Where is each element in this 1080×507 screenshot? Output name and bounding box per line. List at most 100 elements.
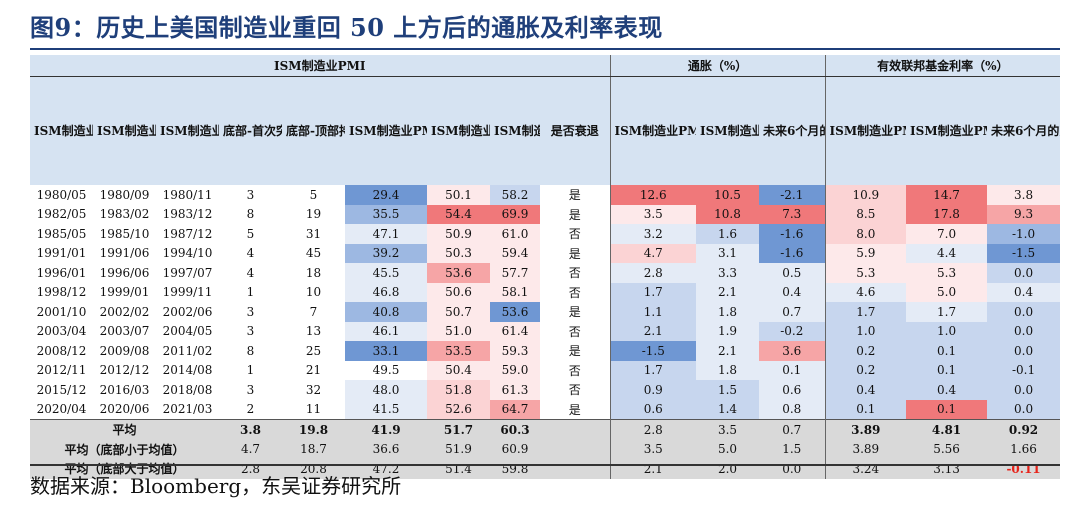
table-cell: 1.8 [696, 360, 760, 380]
table-cell: 5.3 [825, 263, 907, 283]
table-cell: 2.1 [610, 321, 697, 341]
group-rate: 有效联邦基金利率（%） [825, 55, 1061, 77]
table-cell: 61.3 [490, 380, 540, 400]
table-cell: 2.8 [610, 263, 697, 283]
table-cell: 0.1 [759, 360, 826, 380]
group-inflation: 通胀（%） [610, 55, 826, 77]
table-cell: 0.0 [987, 380, 1061, 400]
table-cell: 0.0 [987, 321, 1061, 341]
table-cell: 1 [246, 285, 255, 300]
average-row: 平均 3.8 19.8 41.9 51.7 60.3 2.8 3.5 0.7 3.89 4.81 0.… [30, 419, 1061, 440]
table-cell: -1.0 [987, 224, 1061, 244]
title-rule [30, 48, 1060, 50]
table-cell: 21 [305, 363, 322, 378]
table-row: 1982/05 1983/02 1983/12 8 19 35.5 54.4 69.9 是 3.5… [30, 204, 1061, 224]
table-body: 1980/05 1980/09 1980/11 3 5 29.4 50.1 58.2 是 12.6… [30, 185, 1061, 479]
average-cell: 3.89 [825, 439, 907, 459]
table-row: 2003/04 2003/07 2004/05 3 13 46.1 51.0 61.4 否 2.1… [30, 321, 1061, 341]
table-cell: 1996/06 [99, 265, 150, 280]
table-cell: 3 [246, 382, 255, 397]
table-cell: 1983/12 [162, 207, 213, 222]
table-cell: -0.1 [987, 360, 1061, 380]
average-cell: 19.8 [282, 419, 345, 440]
table-cell: 1980/05 [36, 187, 87, 202]
table-cell: 1.6 [696, 224, 760, 244]
table-cell: 17.8 [906, 204, 988, 224]
table-cell: 19 [305, 207, 322, 222]
average-cell: 0.92 [987, 419, 1061, 440]
table-cell: 48.0 [345, 380, 427, 400]
table-cell: 9.3 [987, 204, 1061, 224]
table-cell: 是 [540, 243, 611, 263]
table-cell: 2001/10 [36, 304, 87, 319]
average-cell: 2.1 [610, 459, 697, 479]
table-cell: 0.2 [825, 341, 907, 361]
column-header-11: ISM制造业PMI首次突破50后6个月的CPI [696, 76, 760, 185]
table-cell: 0.0 [987, 263, 1061, 283]
table-cell: 5 [246, 226, 255, 241]
table-cell: 2020/06 [99, 402, 150, 417]
table-cell: 61.4 [490, 321, 540, 341]
average-cell: 60.9 [490, 439, 540, 459]
table-cell: 2.1 [696, 341, 760, 361]
table-cell: 5.3 [906, 263, 988, 283]
table-row: 2020/04 2020/06 2021/03 2 11 41.5 52.6 64.7 是 0.6… [30, 399, 1061, 420]
table-cell: 是 [540, 341, 611, 361]
group-ism: ISM制造业PMI [30, 55, 611, 77]
table-cell: 45 [305, 246, 322, 261]
table-cell: 18 [305, 265, 322, 280]
column-header-8: ISM制造业PMI顶部 [490, 76, 540, 185]
table-row: 1998/12 1999/01 1999/11 1 10 46.8 50.6 58.1 否 1.7… [30, 282, 1061, 302]
table-cell: 3 [246, 304, 255, 319]
table-cell: 0.1 [906, 399, 988, 420]
table-cell: 否 [540, 282, 611, 302]
table-cell: 1.0 [825, 321, 907, 341]
table-cell: 2015/12 [36, 382, 87, 397]
table-cell: 59.4 [490, 243, 540, 263]
table-cell: 50.3 [427, 243, 490, 263]
table-cell: 1999/11 [162, 285, 213, 300]
table-cell: 32 [305, 382, 322, 397]
table-cell: 3.6 [759, 341, 826, 361]
table-cell: 41.5 [345, 399, 427, 420]
table-cell: -1.5 [610, 341, 697, 361]
table-cell: 10 [305, 285, 322, 300]
average-cell [540, 439, 611, 459]
table-cell: 8 [246, 207, 255, 222]
table-cell: 5.9 [825, 243, 907, 263]
average-cell: 18.7 [282, 439, 345, 459]
table-cell: 49.5 [372, 363, 400, 378]
table-cell: 1991/06 [99, 246, 150, 261]
table-cell: 51.8 [427, 380, 490, 400]
table-cell: 8.0 [825, 224, 907, 244]
table-cell: 3.8 [987, 185, 1061, 205]
table-cell: 0.6 [610, 399, 697, 420]
table-cell: 64.7 [490, 399, 540, 420]
table-cell: 7.3 [759, 204, 826, 224]
column-header-13: ISM制造业PMI首次突破50时候的利率 [825, 76, 907, 185]
table-cell: 53.5 [427, 341, 490, 361]
column-header-6: ISM制造业PMI底部 [345, 76, 427, 185]
table-cell: 40.8 [345, 302, 427, 322]
table-cell: 2004/05 [162, 324, 213, 339]
table-cell: 50.1 [427, 185, 490, 205]
table-cell: 58.2 [490, 185, 540, 205]
average-label: 平均 [30, 419, 219, 440]
table-cell: 4.4 [906, 243, 988, 263]
table-cell: 2021/03 [162, 402, 213, 417]
group-header-row: ISM制造业PMI 通胀（%） 有效联邦基金利率（%） [30, 55, 1061, 77]
table-cell: 3.1 [696, 243, 760, 263]
table-cell: 否 [540, 224, 611, 244]
table-cell: 1.9 [696, 321, 760, 341]
table-cell: 0.0 [987, 302, 1061, 322]
table-cell: 1987/12 [162, 226, 213, 241]
table-cell: 3 [246, 187, 255, 202]
table-cell: 0.0 [987, 399, 1061, 420]
table-cell: 1996/01 [36, 265, 87, 280]
table-cell: 50.4 [427, 360, 490, 380]
table-cell: 2016/03 [99, 382, 150, 397]
average-cell: 60.3 [490, 419, 540, 440]
column-header-3: ISM制造业PMI顶部日期 [156, 76, 219, 185]
table-cell: 35.5 [345, 204, 427, 224]
table-cell: 1983/02 [99, 207, 150, 222]
